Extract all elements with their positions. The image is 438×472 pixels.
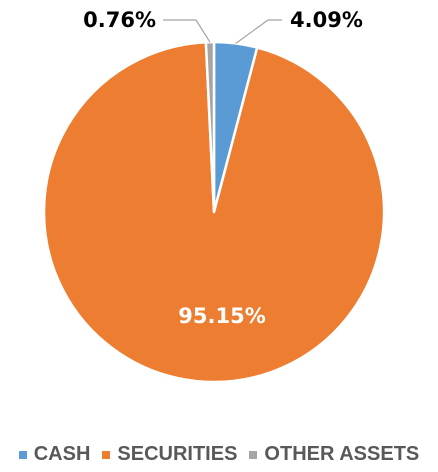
- legend: CASH SECURITIES OTHER ASSETS: [0, 443, 438, 466]
- leader-line-cash: [235, 19, 282, 44]
- legend-swatch-other-assets: [249, 450, 258, 459]
- leader-line-other-assets: [163, 19, 211, 43]
- legend-swatch-securities: [102, 450, 111, 459]
- data-label-other-assets: 0.76%: [83, 8, 156, 32]
- legend-label-other-assets: OTHER ASSETS: [264, 443, 420, 465]
- legend-item-securities: SECURITIES: [102, 443, 237, 466]
- legend-item-other-assets: OTHER ASSETS: [249, 443, 419, 466]
- pie-slices: [42, 40, 386, 384]
- legend-swatch-cash: [18, 450, 27, 459]
- data-labels: 4.09% 95.15% 0.76%: [83, 8, 363, 328]
- leader-lines: [163, 19, 282, 44]
- data-label-securities: 95.15%: [178, 304, 265, 328]
- data-label-cash: 4.09%: [290, 8, 363, 32]
- legend-label-cash: CASH: [33, 443, 91, 465]
- legend-label-securities: SECURITIES: [117, 443, 238, 465]
- legend-item-cash: CASH: [18, 443, 91, 466]
